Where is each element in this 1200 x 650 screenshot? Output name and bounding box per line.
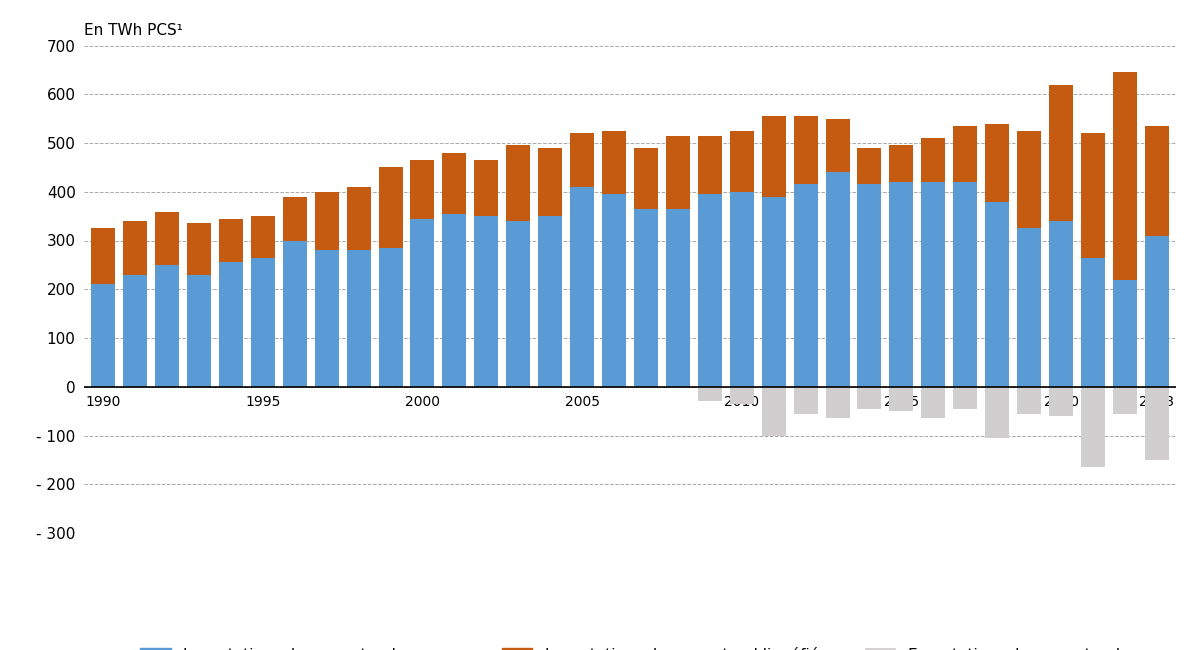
Bar	[730, 192, 754, 387]
Bar	[698, 194, 721, 387]
Bar	[1018, 228, 1042, 387]
Bar	[889, 146, 913, 182]
Bar	[634, 209, 658, 387]
Bar	[698, 136, 721, 194]
Bar	[443, 153, 467, 214]
Bar	[953, 126, 977, 182]
Bar	[570, 187, 594, 387]
Bar	[602, 131, 626, 194]
Bar	[793, 185, 817, 387]
Bar	[953, 182, 977, 387]
Bar	[251, 257, 275, 387]
Bar	[1112, 72, 1136, 280]
Bar	[347, 187, 371, 250]
Bar	[314, 192, 338, 250]
Bar	[922, 387, 946, 419]
Bar	[826, 172, 850, 387]
Bar	[922, 138, 946, 182]
Bar	[187, 224, 211, 274]
Bar	[858, 387, 882, 409]
Bar	[1081, 257, 1105, 387]
Bar	[666, 209, 690, 387]
Bar	[539, 148, 562, 216]
Bar	[985, 124, 1009, 202]
Legend: Importations de gaz naturel gazeux, Importations de gaz naturel liquéfié, Export: Importations de gaz naturel gazeux, Impo…	[134, 642, 1126, 650]
Bar	[762, 387, 786, 436]
Bar	[793, 387, 817, 413]
Bar	[889, 387, 913, 411]
Bar	[1145, 126, 1169, 236]
Bar	[1018, 131, 1042, 228]
Bar	[666, 136, 690, 209]
Bar	[634, 148, 658, 209]
Bar	[187, 274, 211, 387]
Bar	[1049, 221, 1073, 387]
Bar	[124, 274, 148, 387]
Bar	[506, 221, 530, 387]
Bar	[762, 196, 786, 387]
Text: En TWh PCS¹: En TWh PCS¹	[84, 23, 182, 38]
Bar	[506, 146, 530, 221]
Bar	[124, 221, 148, 274]
Bar	[251, 216, 275, 257]
Bar	[1081, 133, 1105, 257]
Bar	[1049, 84, 1073, 221]
Bar	[443, 214, 467, 387]
Bar	[378, 167, 402, 248]
Bar	[1145, 236, 1169, 387]
Bar	[378, 248, 402, 387]
Bar	[1145, 387, 1169, 460]
Bar	[826, 118, 850, 172]
Bar	[1081, 387, 1105, 467]
Bar	[858, 148, 882, 185]
Bar	[1018, 387, 1042, 413]
Bar	[570, 133, 594, 187]
Bar	[474, 216, 498, 387]
Bar	[602, 194, 626, 387]
Bar	[953, 387, 977, 409]
Bar	[858, 185, 882, 387]
Bar	[730, 131, 754, 192]
Bar	[762, 116, 786, 196]
Bar	[985, 202, 1009, 387]
Bar	[793, 116, 817, 185]
Bar	[283, 240, 307, 387]
Bar	[985, 387, 1009, 438]
Bar	[283, 196, 307, 240]
Bar	[91, 228, 115, 285]
Bar	[410, 218, 434, 387]
Bar	[1049, 387, 1073, 416]
Bar	[155, 212, 179, 265]
Bar	[698, 387, 721, 401]
Bar	[539, 216, 562, 387]
Bar	[314, 250, 338, 387]
Bar	[1112, 280, 1136, 387]
Bar	[889, 182, 913, 387]
Bar	[922, 182, 946, 387]
Bar	[474, 160, 498, 216]
Bar	[218, 218, 242, 263]
Bar	[1112, 387, 1136, 413]
Bar	[218, 263, 242, 387]
Bar	[347, 250, 371, 387]
Bar	[91, 285, 115, 387]
Bar	[826, 387, 850, 419]
Bar	[155, 265, 179, 387]
Bar	[410, 160, 434, 218]
Bar	[730, 387, 754, 404]
